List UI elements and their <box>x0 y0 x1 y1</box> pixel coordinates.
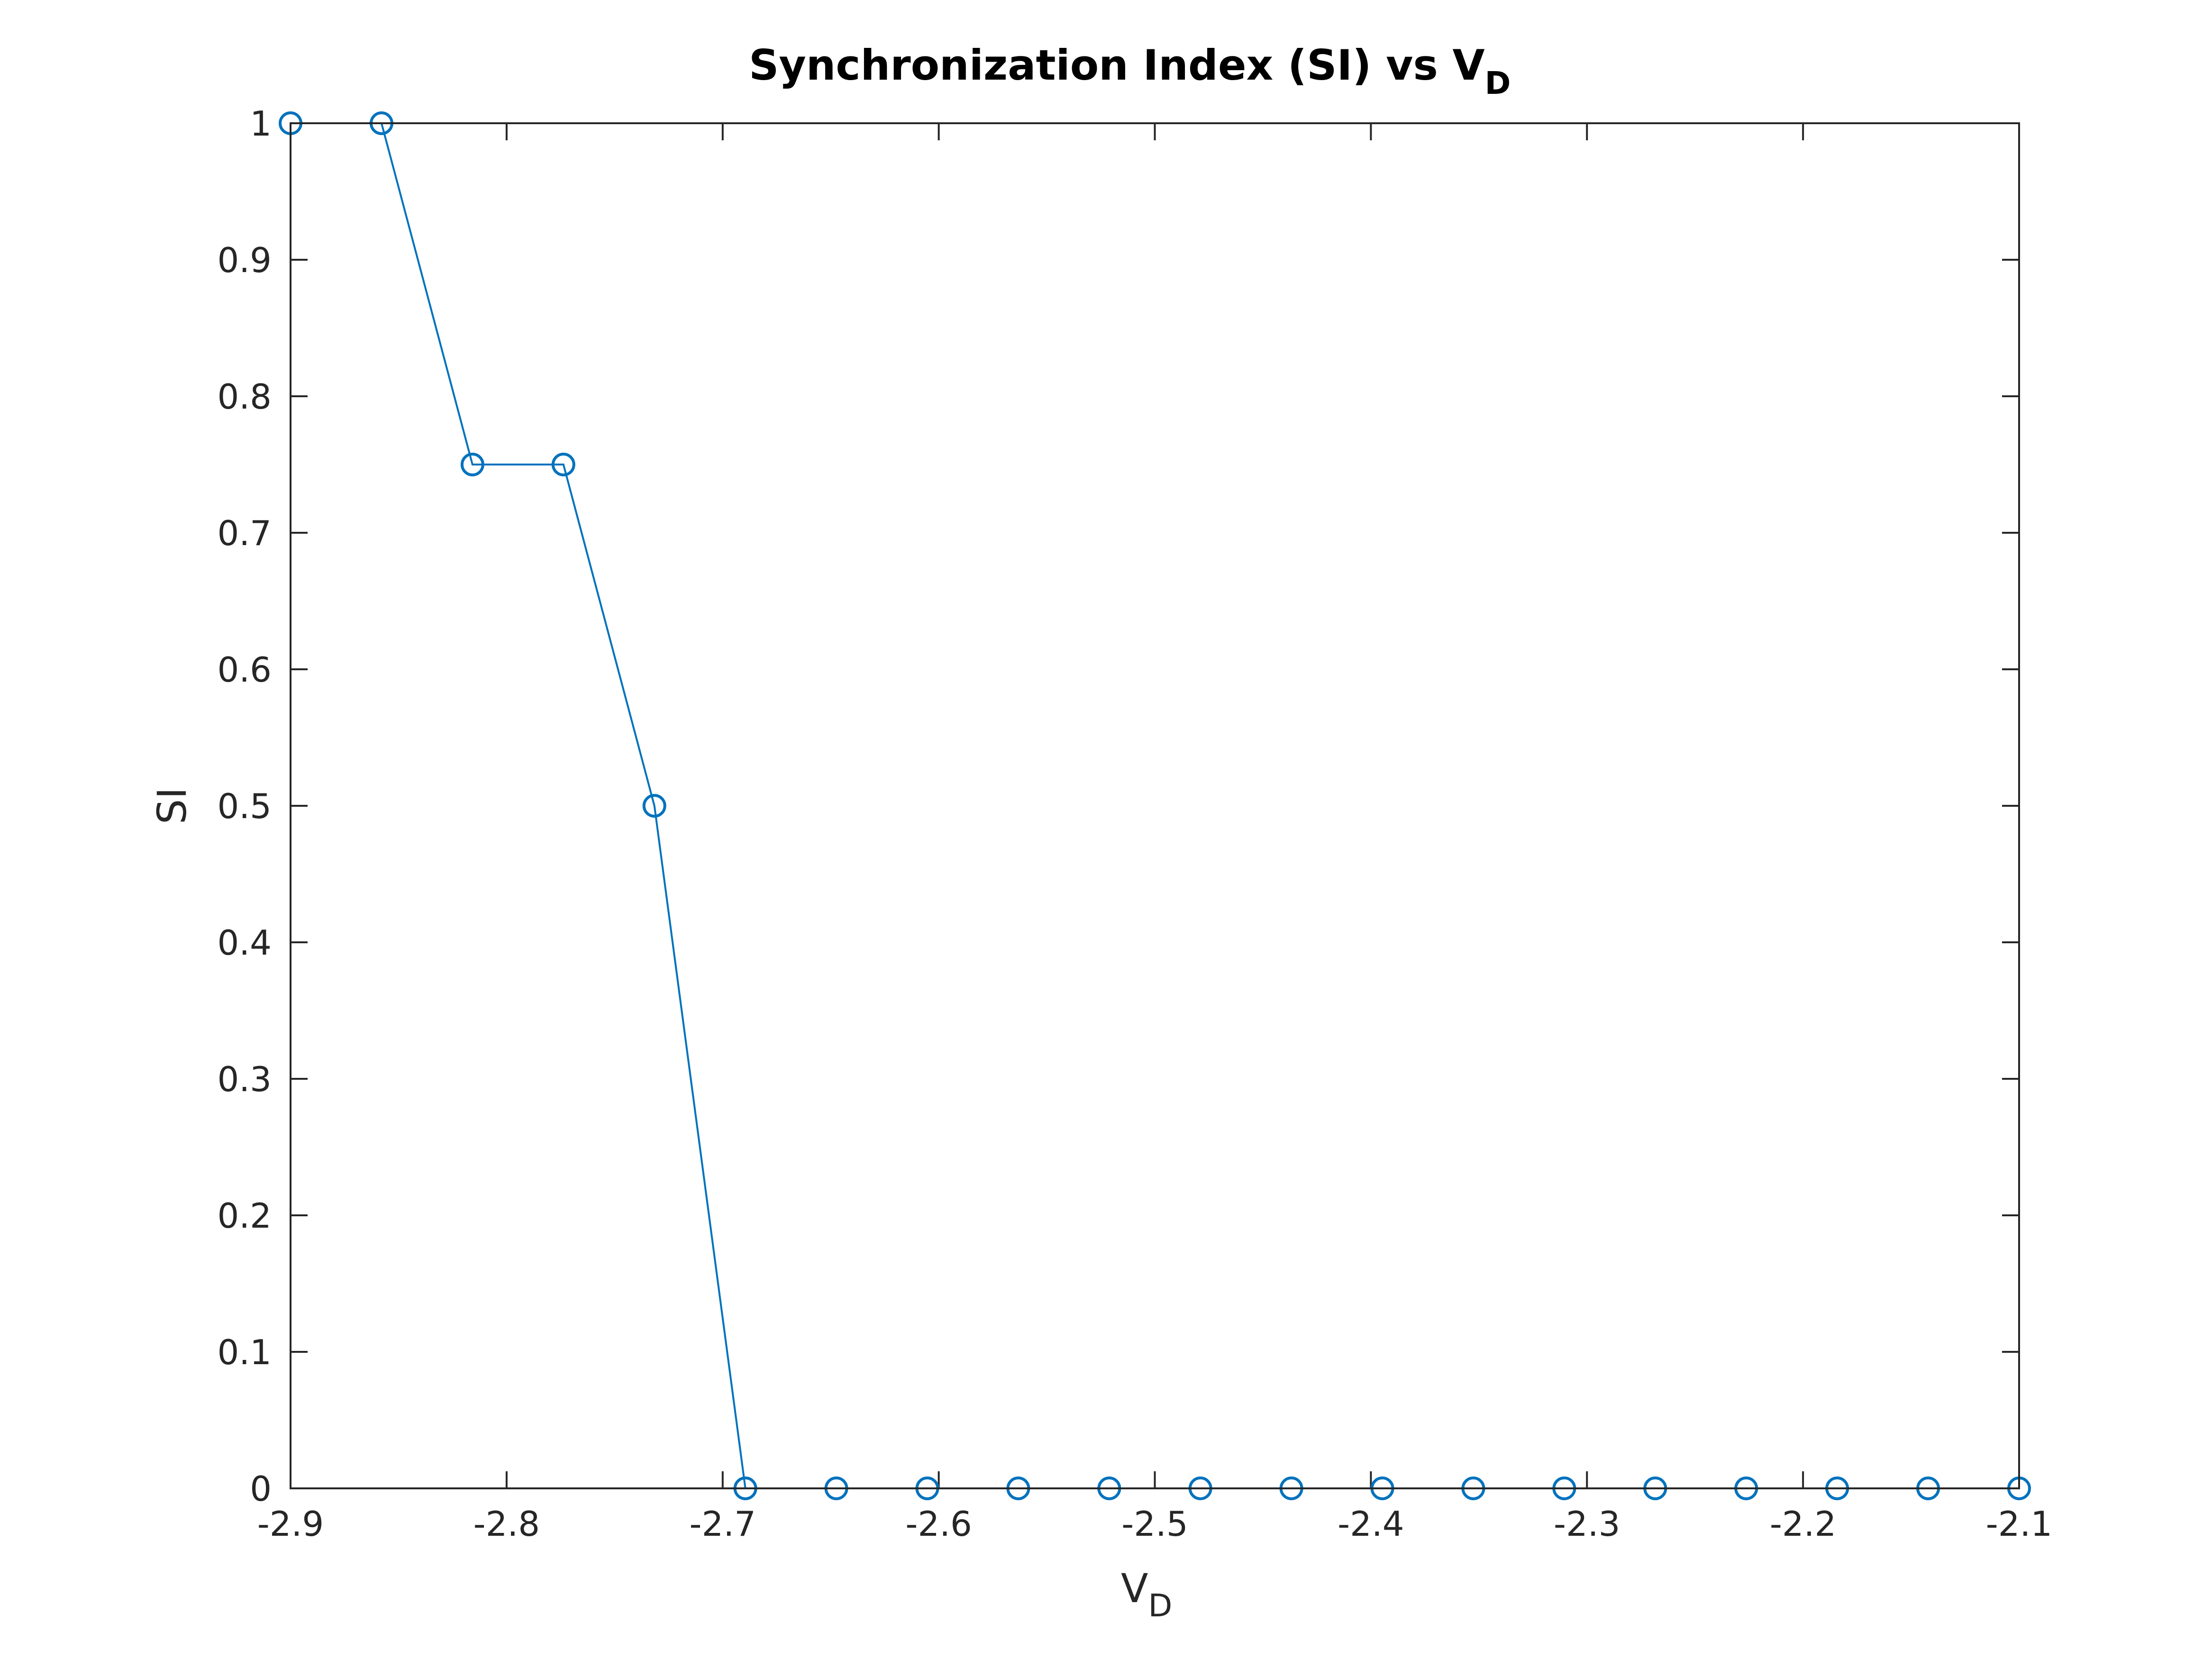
y-tick-label: 0.1 <box>217 1332 272 1372</box>
y-tick-label: 0.6 <box>217 650 272 690</box>
y-tick-label: 0.7 <box>217 513 272 553</box>
y-tick-label: 0.5 <box>217 786 272 826</box>
x-tick-label: -2.2 <box>1770 1504 1836 1544</box>
data-point <box>551 453 575 476</box>
data-point <box>642 794 666 818</box>
x-axis-label-subscript: D <box>1148 1587 1172 1624</box>
x-tick-label: -2.7 <box>690 1504 756 1544</box>
y-tick-label: 0.4 <box>217 923 272 963</box>
x-tick-label: -2.8 <box>473 1504 540 1544</box>
tick-labels: -2.9 -2.8 -2.7 -2.6 -2.5 -2.4 -2.3 -2.2 -2.1 0 0.1… <box>217 104 2052 1544</box>
y-tick-label: 0 <box>250 1469 272 1509</box>
y-tick-label: 0.3 <box>217 1059 272 1099</box>
x-tick-label: -2.6 <box>905 1504 972 1544</box>
x-tick-label: -2.1 <box>1986 1504 2052 1544</box>
axes-box <box>290 122 2020 1489</box>
plot-area <box>291 123 2019 1488</box>
x-tick-label: -2.5 <box>1121 1504 1188 1544</box>
x-tick-label: -2.9 <box>257 1504 324 1544</box>
x-axis-label-main: V <box>1121 1565 1148 1612</box>
y-tick-label: 0.2 <box>217 1196 272 1236</box>
y-axis-label: SI <box>149 787 195 824</box>
y-tick-label: 0.9 <box>217 240 272 280</box>
x-tick-label: -2.4 <box>1338 1504 1404 1544</box>
chart-title: Synchronization Index (SI) vs VD <box>749 41 1511 101</box>
y-tick-label: 0.8 <box>217 377 272 417</box>
x-axis-label: VD <box>1121 1565 1172 1624</box>
chart-title-main: Synchronization Index (SI) vs V <box>749 41 1485 90</box>
y-tick-label: 1 <box>250 104 272 144</box>
data-point <box>460 453 484 476</box>
x-tick-label: -2.3 <box>1554 1504 1620 1544</box>
chart-title-subscript: D <box>1485 65 1511 101</box>
